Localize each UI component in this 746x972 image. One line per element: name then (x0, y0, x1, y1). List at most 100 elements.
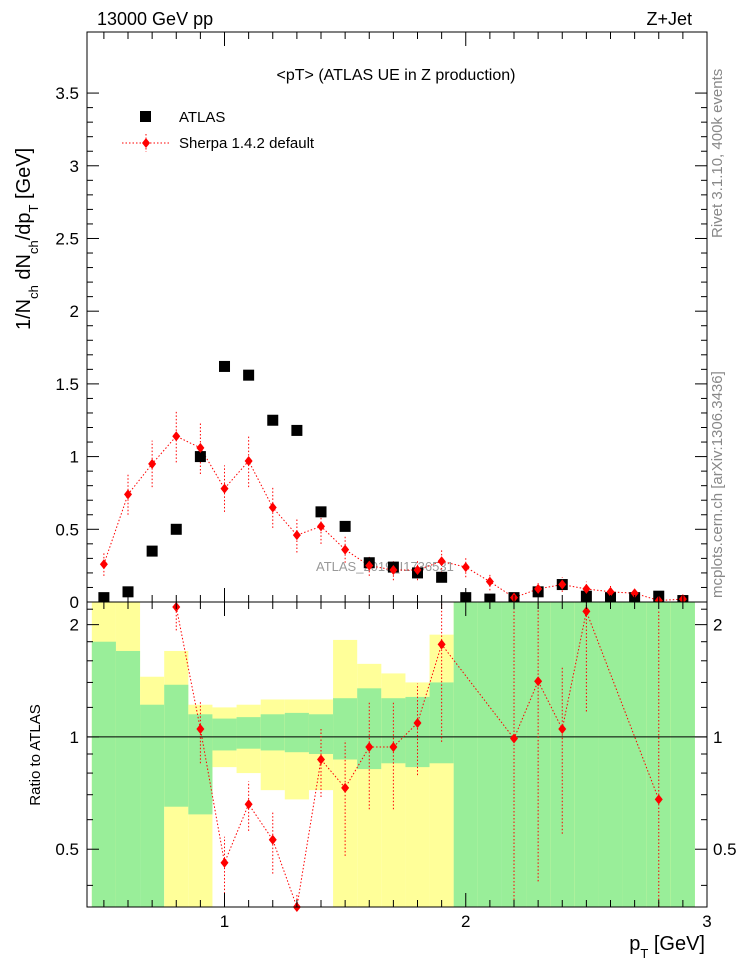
ratio-point (413, 717, 422, 728)
ratio-xtick-label: 3 (702, 912, 711, 931)
atlas-point (219, 360, 231, 372)
ratio-point (437, 639, 446, 650)
ratio-ytick-label: 1 (70, 728, 79, 747)
sherpa-point (413, 565, 422, 576)
green-band (646, 602, 671, 907)
sherpa-point (99, 559, 108, 570)
rivet-label: Rivet 3.1.10, 400k events (709, 69, 726, 238)
ratio-point (220, 857, 229, 868)
atlas-point (436, 571, 448, 583)
sherpa-point (558, 579, 567, 590)
legend-atlas-marker (140, 111, 151, 122)
green-band (308, 714, 334, 754)
atlas-point (243, 369, 255, 381)
sherpa-point (534, 583, 543, 594)
x-axis-label: pT [GeV] (629, 933, 705, 961)
sherpa-point (172, 431, 181, 442)
ratio-point (510, 733, 519, 744)
atlas-point (170, 523, 182, 535)
ratio-point (244, 799, 253, 810)
green-band (115, 650, 141, 907)
main-ytick-label: 0 (70, 593, 79, 612)
sherpa-point (630, 588, 639, 599)
ratio-ytick-label: 2 (70, 616, 79, 635)
ratio-point (558, 724, 567, 735)
ratio-xtick-label: 2 (461, 912, 470, 931)
sherpa-point (461, 562, 470, 573)
green-band (212, 718, 237, 751)
legend: ATLAS Sherpa 1.4.2 default (122, 109, 315, 152)
green-band (164, 684, 189, 807)
ratio-ytick-label-right: 1 (713, 728, 722, 747)
sherpa-point (389, 565, 398, 576)
main-ytick-label: 2.5 (55, 229, 79, 248)
ratio-point (582, 606, 591, 617)
mcplots-label: mcplots.cern.ch [arXiv:1306.3436] (709, 371, 726, 598)
sherpa-point (220, 483, 229, 494)
ratio-point (268, 834, 277, 845)
atlas-point (315, 506, 327, 518)
main-ylabel: 1/Nch dNch/dpT [GeV] (13, 148, 41, 330)
main-ytick-label: 3.5 (55, 84, 79, 103)
ratio-point (534, 676, 543, 687)
ratio-point (317, 754, 326, 765)
green-band (284, 712, 309, 753)
atlas-point (291, 424, 303, 436)
ratio-point (365, 741, 374, 752)
main-ytick-label: 1 (70, 448, 79, 467)
main-panel: ATLAS_2019_I1736531 0 0.5 1 1.5 2 2.5 3 3.5 <pT… (13, 31, 708, 612)
atlas-point (339, 520, 351, 532)
process-label: Z+Jet (646, 9, 692, 29)
main-title: <pT> (ATLAS UE in Z production) (277, 67, 516, 84)
ratio-panel: 0.5 0.5 1 1 2 2 1 2 3 Ratio to ATLAS pT [GeV] (27, 601, 737, 961)
green-band (477, 602, 502, 907)
main-ytick-label: 0.5 (55, 520, 79, 539)
main-ytick-label: 2 (70, 302, 79, 321)
green-band (140, 704, 165, 907)
ratio-point (341, 782, 350, 793)
ratio-ytick-label: 0.5 (55, 840, 79, 859)
legend-sherpa-marker (142, 138, 150, 148)
green-band (236, 717, 261, 749)
green-band (622, 602, 647, 907)
sherpa-point (582, 583, 591, 594)
green-band (453, 602, 478, 907)
ratio-ytick-label-right: 2 (713, 616, 722, 635)
sherpa-point (148, 458, 157, 469)
ratio-frame (86, 601, 708, 908)
ratio-point (196, 724, 205, 735)
ratio-xtick-label: 1 (220, 912, 229, 931)
green-band (260, 714, 285, 751)
ratio-ylabel: Ratio to ATLAS (27, 704, 44, 805)
sherpa-point (244, 455, 253, 466)
main-ytick-label: 3 (70, 157, 79, 176)
legend-sherpa-label: Sherpa 1.4.2 default (179, 135, 315, 152)
green-band (550, 602, 575, 907)
green-band (598, 602, 623, 907)
legend-atlas-label: ATLAS (179, 109, 225, 126)
atlas-point (267, 414, 279, 426)
sherpa-point (292, 530, 301, 541)
sherpa-point (268, 502, 277, 513)
green-band (333, 698, 358, 760)
sherpa-point (365, 560, 374, 571)
sherpa-point (196, 442, 205, 453)
yellow-band (429, 634, 454, 907)
ratio-point (654, 794, 663, 805)
atlas-point (194, 451, 206, 463)
main-watermark: ATLAS_2019_I1736531 (316, 559, 454, 574)
ratio-ytick-label-right: 0.5 (713, 840, 737, 859)
collision-label: 13000 GeV pp (97, 9, 213, 29)
sherpa-point (485, 576, 494, 587)
sherpa-point (606, 586, 615, 597)
green-band (91, 641, 116, 907)
atlas-point (146, 545, 158, 557)
sherpa-point (124, 489, 133, 500)
main-ytick-label: 1.5 (55, 375, 79, 394)
green-band (501, 602, 527, 907)
green-band (670, 602, 695, 907)
sherpa-point (341, 544, 350, 555)
atlas-point (122, 586, 134, 598)
sherpa-point (437, 556, 446, 567)
